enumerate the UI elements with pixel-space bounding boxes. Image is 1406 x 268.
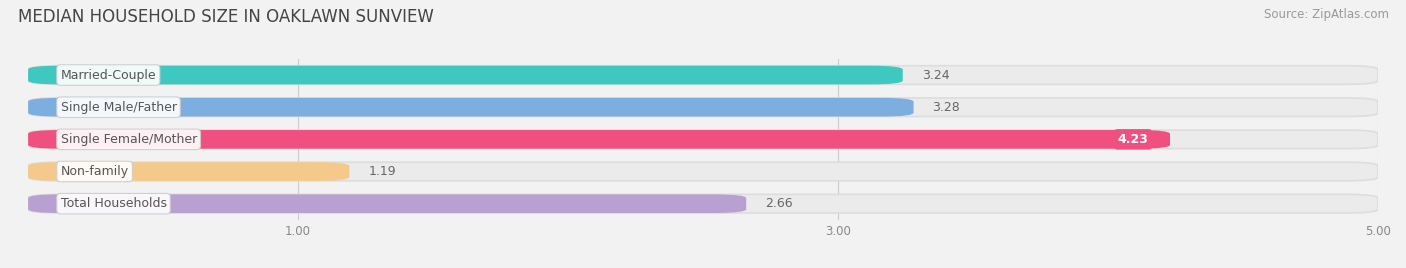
FancyBboxPatch shape: [28, 162, 349, 181]
Text: Single Male/Father: Single Male/Father: [60, 101, 177, 114]
Text: 4.23: 4.23: [1118, 133, 1149, 146]
FancyBboxPatch shape: [28, 194, 1378, 213]
Text: 3.24: 3.24: [922, 69, 949, 81]
Text: Married-Couple: Married-Couple: [60, 69, 156, 81]
FancyBboxPatch shape: [28, 162, 1378, 181]
FancyBboxPatch shape: [28, 98, 914, 117]
Text: Single Female/Mother: Single Female/Mother: [60, 133, 197, 146]
Text: 3.28: 3.28: [932, 101, 960, 114]
Text: MEDIAN HOUSEHOLD SIZE IN OAKLAWN SUNVIEW: MEDIAN HOUSEHOLD SIZE IN OAKLAWN SUNVIEW: [18, 8, 434, 26]
FancyBboxPatch shape: [28, 66, 1378, 84]
Text: Source: ZipAtlas.com: Source: ZipAtlas.com: [1264, 8, 1389, 21]
FancyBboxPatch shape: [28, 130, 1378, 149]
FancyBboxPatch shape: [28, 98, 1378, 117]
FancyBboxPatch shape: [28, 130, 1170, 149]
Text: Total Households: Total Households: [60, 197, 166, 210]
FancyBboxPatch shape: [28, 194, 747, 213]
Text: 2.66: 2.66: [765, 197, 793, 210]
Text: 1.19: 1.19: [368, 165, 396, 178]
FancyBboxPatch shape: [28, 66, 903, 84]
Text: Non-family: Non-family: [60, 165, 128, 178]
